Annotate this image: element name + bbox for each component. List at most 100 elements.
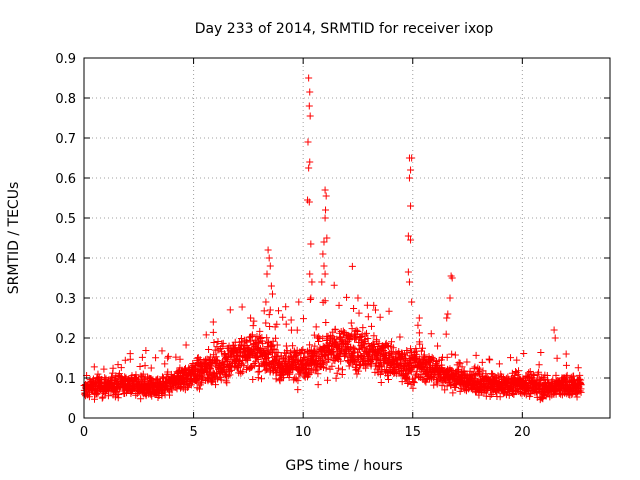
peak-point [247, 314, 255, 322]
peak-point [266, 306, 274, 314]
data-point [100, 365, 108, 373]
data-point [117, 364, 125, 372]
data-point [299, 315, 307, 323]
data-point [268, 342, 276, 350]
data-point [434, 342, 442, 350]
data-point [108, 373, 116, 381]
data-point [329, 348, 337, 356]
data-point [427, 330, 435, 338]
data-point [239, 368, 247, 376]
data-point [182, 364, 190, 372]
data-point [388, 338, 396, 346]
data-point [457, 385, 465, 393]
data-point [398, 378, 406, 386]
peak-point [304, 138, 312, 146]
data-point [310, 331, 318, 339]
data-point [198, 379, 206, 387]
data-point [522, 391, 530, 399]
data-point [428, 353, 436, 361]
peak-point [371, 306, 379, 314]
x-tick-label: 15 [404, 425, 421, 440]
data-point [217, 376, 225, 384]
data-point [224, 372, 232, 380]
data-points [80, 74, 585, 404]
data-point [475, 365, 483, 373]
peak-point [305, 102, 313, 110]
y-tick-label: 0.6 [55, 172, 76, 187]
peak-point [415, 314, 423, 322]
data-point [299, 345, 307, 353]
data-point [161, 360, 169, 368]
data-point [335, 364, 343, 372]
y-tick-label: 0.4 [55, 252, 76, 267]
data-point [223, 379, 231, 387]
peak-point [322, 192, 330, 200]
data-point [348, 262, 356, 270]
data-point [286, 370, 294, 378]
y-axis-label: SRMTID / TECUs [6, 182, 22, 295]
data-point [430, 381, 438, 389]
data-point [323, 376, 331, 384]
peak-point [306, 88, 314, 96]
data-point [553, 354, 561, 362]
data-point [417, 347, 425, 355]
data-point [137, 395, 145, 403]
data-point [577, 388, 585, 396]
data-point [549, 376, 557, 384]
data-point [258, 375, 266, 383]
plot-frame [83, 57, 611, 419]
data-point [249, 376, 257, 384]
data-point [350, 304, 358, 312]
peak-point [551, 334, 559, 342]
data-point [383, 342, 391, 350]
data-point [402, 374, 410, 382]
data-point [360, 341, 368, 349]
data-point [279, 313, 287, 321]
data-point [289, 342, 297, 350]
axis-ticks: 0 0.1 0.2 0.3 0.4 0.5 0.6 0.7 0.8 0.9 0 5 10 15 20 [55, 52, 610, 440]
data-point [419, 344, 427, 352]
peak-point [306, 112, 314, 120]
peak-point [265, 254, 273, 262]
data-point [452, 383, 460, 391]
data-point [164, 354, 172, 362]
data-point [126, 355, 134, 363]
data-point [474, 364, 482, 372]
data-point [226, 352, 234, 360]
data-point [535, 361, 543, 369]
peak-point [319, 250, 327, 258]
data-point [152, 354, 160, 362]
peak-point [307, 240, 315, 248]
data-point [294, 386, 302, 394]
peak-point [323, 234, 331, 242]
data-point [364, 313, 372, 321]
data-point [355, 309, 363, 317]
data-point [176, 355, 184, 363]
data-point [388, 348, 396, 356]
data-point [456, 359, 464, 367]
y-tick-label: 0.1 [55, 372, 76, 387]
y-tick-label: 0.8 [55, 92, 76, 107]
peak-point [562, 350, 570, 358]
data-point [121, 356, 129, 364]
data-point [276, 377, 284, 385]
data-point [312, 323, 320, 331]
data-point [416, 340, 424, 348]
data-point [94, 389, 102, 397]
data-point [265, 311, 273, 319]
data-point [272, 375, 280, 383]
data-point [275, 307, 283, 315]
x-tick-label: 0 [80, 425, 88, 440]
y-tick-label: 0.9 [55, 52, 76, 67]
data-point [385, 307, 393, 315]
data-point [315, 333, 323, 341]
data-point [338, 366, 346, 374]
peak-point [318, 278, 326, 286]
data-point [219, 339, 227, 347]
data-point [472, 351, 480, 359]
data-point [458, 363, 466, 371]
data-point [576, 371, 584, 379]
data-point [336, 329, 344, 337]
data-point [537, 348, 545, 356]
peak-point [407, 202, 415, 210]
